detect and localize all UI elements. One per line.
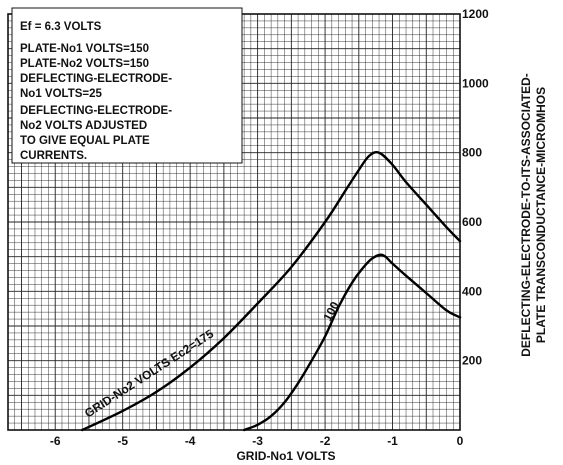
x-tick-label: -3 (252, 434, 263, 448)
annotation-line-5: No1 VOLTS=25 (20, 88, 103, 100)
y-axis-title-line-2: PLATE TRANSCONDUCTANCE-MICROMHOS (534, 87, 548, 343)
x-tick-label: -2 (320, 434, 331, 448)
annotation-line-3: PLATE-No2 VOLTS=150 (20, 58, 149, 70)
y-tick-label: 200 (462, 354, 482, 368)
x-tick-label: -6 (50, 434, 61, 448)
series-line-0 (81, 150, 462, 432)
annotation-line-7: No2 VOLTS ADJUSTED (20, 120, 147, 132)
y-tick-label: 1200 (462, 7, 489, 21)
x-tick-labels: -6 -5 -4 -3 -2 -1 0 (50, 434, 464, 448)
y-tick-label: 400 (462, 284, 482, 298)
annotation-box-background (11, 7, 243, 164)
y-axis-title-line-1: DEFLECTING-ELECTRODE-TO-ITS-ASSOCIATED- (519, 73, 533, 357)
annotation-line-6: DEFLECTING-ELECTRODE- (20, 105, 172, 117)
annotation-line-9: CURRENTS. (20, 150, 87, 162)
annotation-box: Ef = 6.3 VOLTS PLATE-No1 VOLTS=150 PLATE… (11, 7, 243, 164)
x-tick-label: -5 (117, 434, 128, 448)
series-line-1 (242, 253, 462, 432)
y-tick-label: 800 (462, 146, 482, 160)
y-tick-label: 600 (462, 215, 482, 229)
curve-label-ec2-175: GRID-No2 VOLTS Ec2=175 (82, 326, 216, 420)
series-layer (81, 150, 462, 432)
annotation-line-8: TO GIVE EQUAL PLATE (20, 135, 150, 147)
annotation-line-1: Ef = 6.3 VOLTS (20, 21, 102, 33)
x-tick-label: -4 (185, 434, 196, 448)
y-tick-labels: 200 400 600 800 1000 1200 (462, 7, 489, 368)
y-tick-label: 1000 (462, 76, 489, 90)
x-tick-label: -1 (387, 434, 398, 448)
x-axis-title: GRID-No1 VOLTS (236, 449, 335, 463)
annotation-line-2: PLATE-No1 VOLTS=150 (20, 43, 149, 55)
curve-label-100: 100 (320, 299, 342, 324)
x-tick-label: 0 (457, 434, 464, 448)
annotation-line-4: DEFLECTING-ELECTRODE- (20, 73, 172, 85)
